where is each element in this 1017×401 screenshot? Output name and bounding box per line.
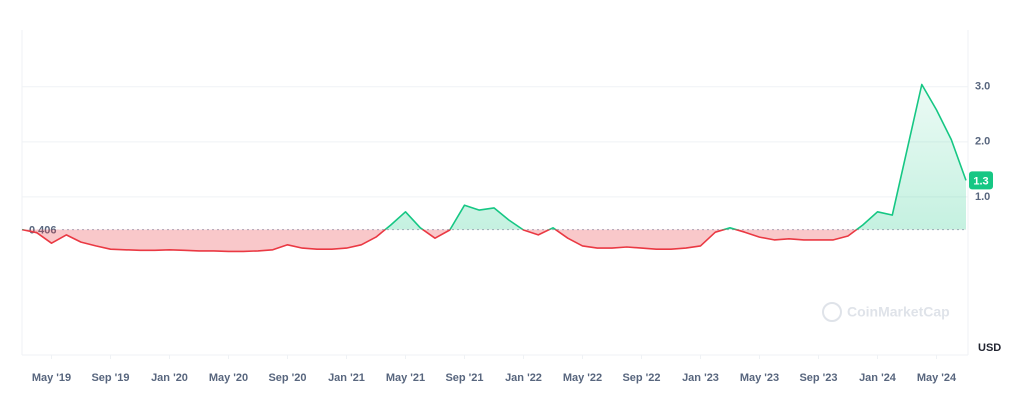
- x-tick-label: May '20: [209, 372, 248, 384]
- x-tick-label: Sep '19: [91, 372, 129, 384]
- x-tick-label: Sep '22: [622, 372, 660, 384]
- y-tick-label: 2.0: [975, 136, 990, 148]
- price-line: [21, 83, 967, 253]
- x-tick-label: Sep '21: [445, 372, 483, 384]
- x-tick-label: May '24: [917, 372, 957, 384]
- x-tick-label: May '23: [740, 372, 779, 384]
- x-tick-label: Jan '21: [328, 372, 365, 384]
- x-tick-label: May '21: [386, 372, 425, 384]
- last-price-badge: [969, 171, 993, 190]
- area: [22, 84, 966, 252]
- x-tick-label: Jan '23: [682, 372, 719, 384]
- x-tick-label: Jan '20: [151, 372, 188, 384]
- watermark-logo: [822, 302, 842, 322]
- watermark: CoinMarketCap: [822, 302, 950, 322]
- x-tick-label: May '22: [563, 372, 602, 384]
- x-tick-label: May '19: [32, 372, 71, 384]
- x-tick-label: Sep '20: [268, 372, 306, 384]
- y-tick-label: 3.0: [975, 81, 990, 93]
- x-tick-label: Sep '23: [799, 372, 837, 384]
- watermark-text: CoinMarketCap: [847, 304, 950, 320]
- x-tick-label: Jan '24: [859, 372, 897, 384]
- y-tick-label: 1.0: [975, 191, 990, 203]
- x-tick-label: Jan '22: [505, 372, 542, 384]
- currency-label: USD: [978, 342, 1001, 354]
- last-price-label: 1.3: [973, 175, 988, 187]
